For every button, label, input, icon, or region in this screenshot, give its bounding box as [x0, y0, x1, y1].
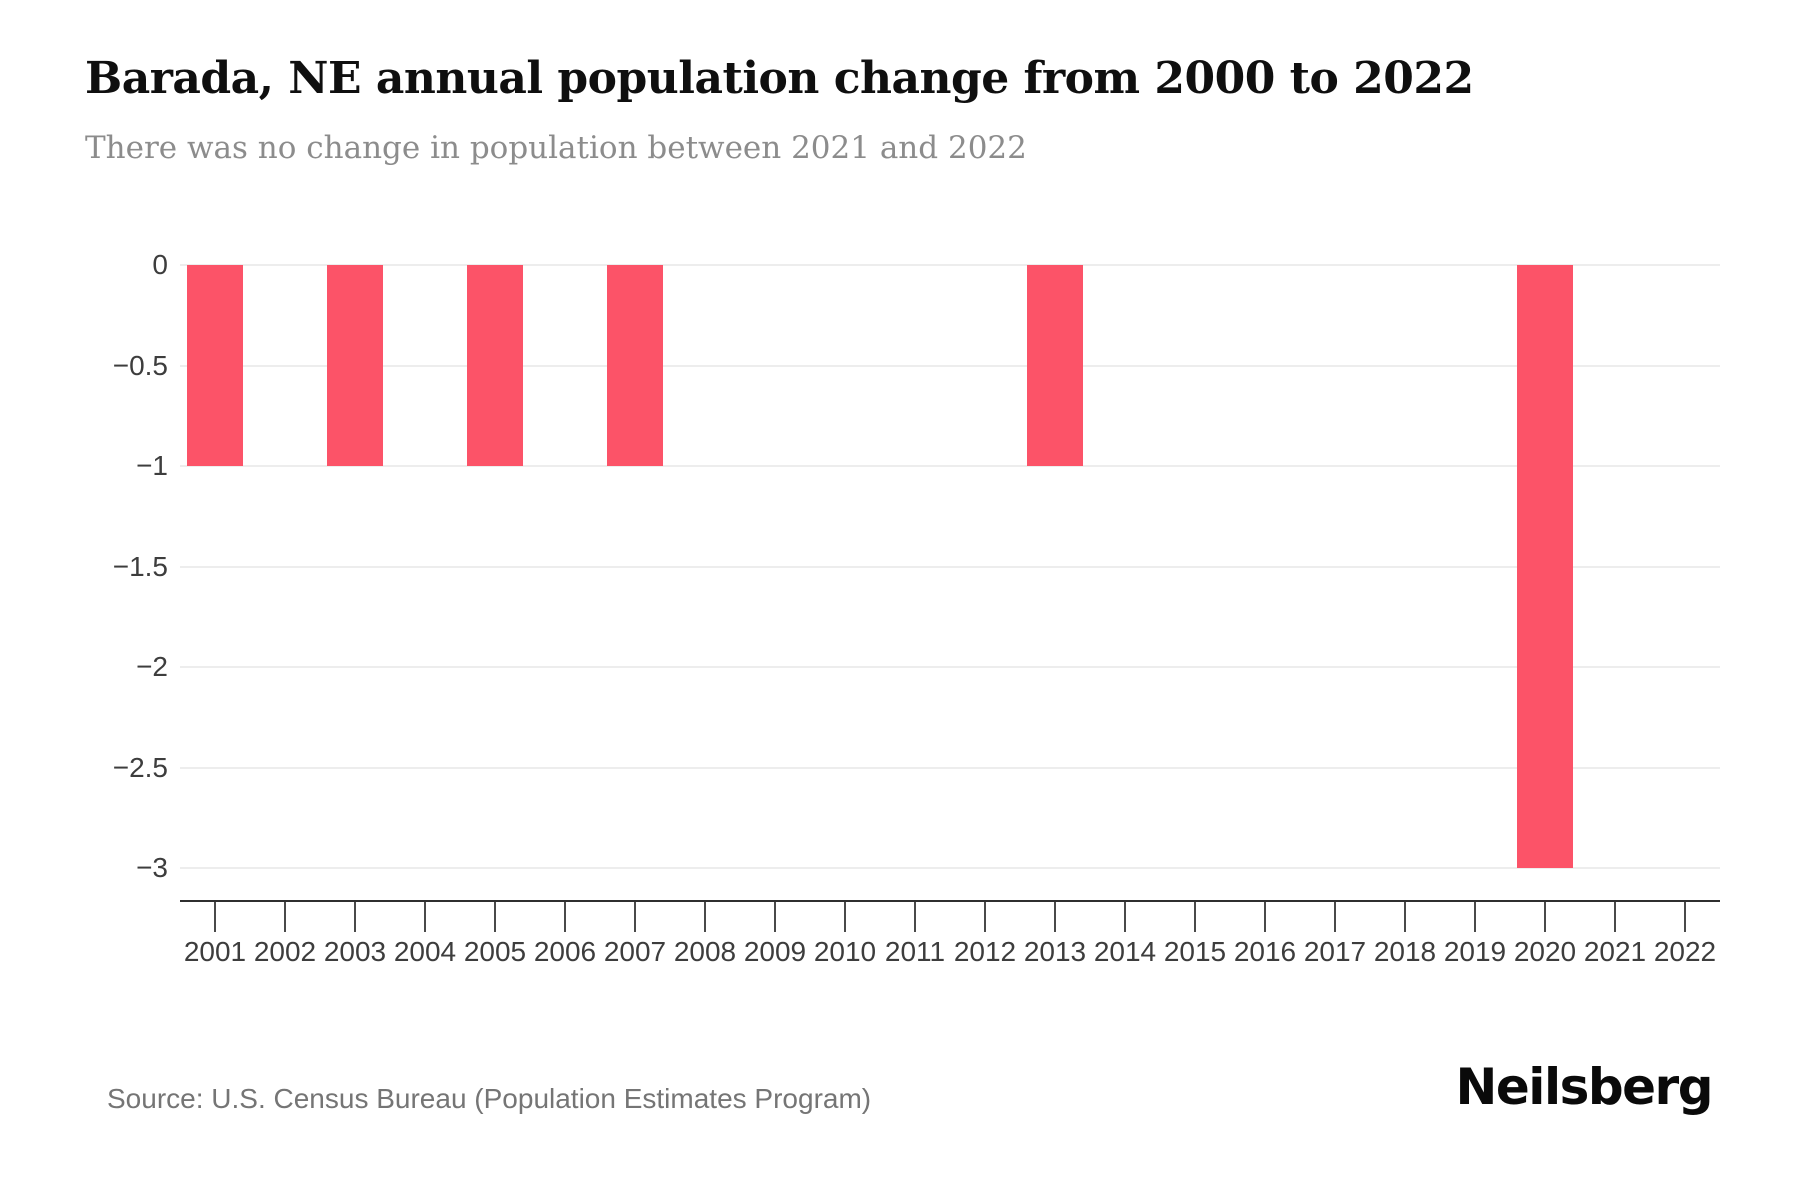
x-axis-label-2001: 2001 — [183, 936, 247, 967]
x-axis-tick — [1124, 902, 1126, 932]
x-axis-label-2021: 2021 — [1583, 936, 1647, 967]
y-axis-tick-label: −1 — [136, 450, 168, 481]
x-axis-tick — [564, 902, 566, 932]
x-axis-tick — [634, 902, 636, 932]
x-axis-tick — [1054, 902, 1056, 932]
x-axis-label-2006: 2006 — [533, 936, 597, 967]
source-note: Source: U.S. Census Bureau (Population E… — [107, 1083, 872, 1114]
x-axis-label-2019: 2019 — [1443, 936, 1507, 967]
y-axis-tick-label: −3 — [136, 852, 168, 883]
x-axis-tick — [214, 902, 216, 932]
x-axis-tick — [1404, 902, 1406, 932]
x-axis-label-2008: 2008 — [673, 936, 737, 967]
chart-subtitle: There was no change in population betwee… — [85, 130, 1027, 166]
chart-title: Barada, NE annual population change from… — [85, 53, 1474, 104]
x-axis-tick — [774, 902, 776, 932]
bar-2005 — [467, 265, 523, 466]
y-axis-tick-label: −2.5 — [112, 751, 168, 783]
x-axis-label-2012: 2012 — [953, 936, 1017, 967]
gridline — [180, 867, 1720, 869]
gridline — [180, 264, 1720, 266]
x-axis-tick — [354, 902, 356, 932]
bar-2003 — [327, 265, 383, 466]
x-axis-label-2015: 2015 — [1163, 936, 1227, 967]
x-axis-tick — [1194, 902, 1196, 932]
x-axis-tick — [494, 902, 496, 932]
x-axis-tick — [984, 902, 986, 932]
x-axis-label-2007: 2007 — [603, 936, 667, 967]
gridline — [180, 766, 1720, 769]
x-axis-label-2005: 2005 — [463, 936, 527, 967]
x-axis-label-2016: 2016 — [1233, 936, 1297, 967]
bar-2001 — [187, 265, 243, 466]
x-axis-tick — [914, 902, 916, 932]
x-axis-tick — [704, 902, 706, 932]
x-axis-label-2020: 2020 — [1513, 936, 1577, 967]
x-axis-tick — [1264, 902, 1266, 932]
y-axis-tick-label: −2 — [136, 651, 168, 682]
x-axis-label-2003: 2003 — [323, 936, 387, 967]
bar-2020 — [1517, 265, 1573, 868]
x-axis-label-2004: 2004 — [393, 936, 457, 967]
x-axis-tick — [284, 902, 286, 932]
x-axis-line — [180, 900, 1720, 902]
gridline — [180, 666, 1720, 668]
x-axis-label-2002: 2002 — [253, 936, 317, 967]
gridline — [180, 565, 1720, 568]
y-axis-tick-label: −0.5 — [112, 349, 168, 381]
x-axis-label-2013: 2013 — [1023, 936, 1087, 967]
x-axis-label-2017: 2017 — [1303, 936, 1367, 967]
x-axis-tick — [1544, 902, 1546, 932]
bar-2007 — [607, 265, 663, 466]
x-axis-label-2009: 2009 — [743, 936, 807, 967]
x-axis-label-2010: 2010 — [813, 936, 877, 967]
x-axis-label-2011: 2011 — [884, 936, 946, 967]
x-axis-tick — [424, 902, 426, 932]
x-axis-tick — [1334, 902, 1336, 932]
x-axis-tick — [1614, 902, 1616, 932]
y-axis-tick-label: −1.5 — [112, 550, 168, 582]
gridline — [180, 364, 1720, 367]
x-axis-label-2022: 2022 — [1653, 936, 1717, 967]
brand-logo: Neilsberg — [1455, 1058, 1714, 1116]
x-axis-tick — [844, 902, 846, 932]
bar-2013 — [1027, 265, 1083, 466]
x-axis-tick — [1474, 902, 1476, 932]
gridline — [180, 465, 1720, 467]
x-axis-tick — [1684, 902, 1686, 932]
x-axis-label-2018: 2018 — [1373, 936, 1437, 967]
y-axis-tick-label: 0 — [152, 249, 168, 280]
x-axis-label-2014: 2014 — [1093, 936, 1157, 967]
